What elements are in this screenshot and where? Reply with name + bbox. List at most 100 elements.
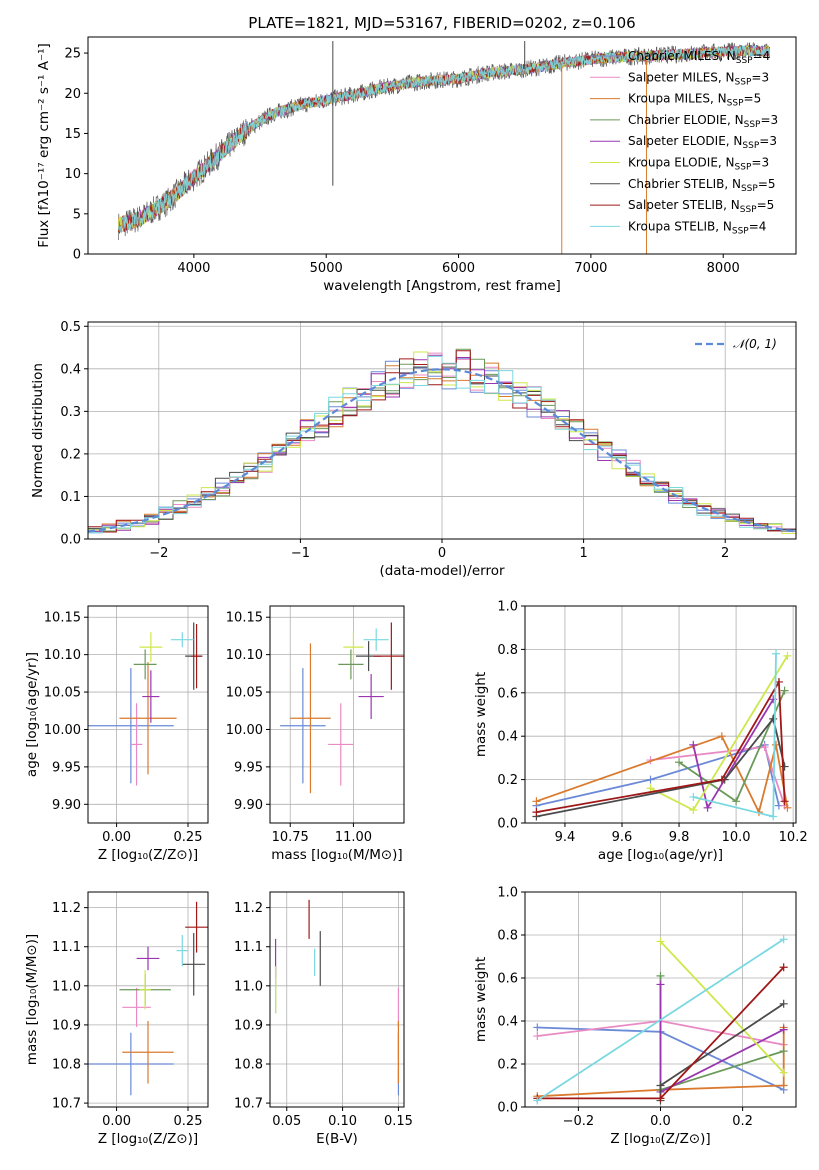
x-axis-label: Z [log₁₀(Z/Z⊙)] bbox=[610, 1131, 710, 1147]
x-tick-label: 10.75 bbox=[272, 830, 309, 845]
series-marker bbox=[779, 999, 788, 1008]
y-tick-label: 10.00 bbox=[44, 723, 81, 738]
x-tick-label: −2 bbox=[149, 546, 168, 561]
series-marker bbox=[532, 797, 541, 806]
axes-frame bbox=[524, 891, 797, 1108]
y-tick-label: 11.2 bbox=[234, 901, 263, 916]
legend-count: =3 bbox=[751, 156, 769, 170]
y-tick-label: 9.95 bbox=[52, 760, 81, 775]
series-marker bbox=[703, 803, 712, 812]
y-tick-label: 9.90 bbox=[52, 798, 81, 813]
mass_vs_ebv-panel: 0.05 0.10 0.15 10.7 10.8 10.9 11.0 11.1 11.2 E(B-… bbox=[234, 891, 413, 1147]
series-marker bbox=[779, 1047, 788, 1056]
y-tick-label: 15 bbox=[64, 127, 81, 142]
series-marker bbox=[675, 758, 684, 767]
y-tick-label: 20 bbox=[64, 87, 81, 102]
series-line bbox=[659, 984, 785, 1094]
massweight_vs_age-panel: 9.4 9.6 9.8 10.0 10.2 0.0 0.2 0.4 0.6 0.8 1.0 age [… bbox=[473, 600, 808, 864]
y-axis-label: Normed distribution bbox=[30, 363, 46, 498]
y-tick-label: 0.2 bbox=[497, 1058, 518, 1073]
legend-entry: Salpeter MILES, NSSP=3 bbox=[628, 70, 769, 87]
y-tick-label: 0.2 bbox=[497, 773, 518, 788]
normal-curve bbox=[88, 368, 796, 533]
series-marker bbox=[533, 1032, 542, 1041]
legend-count: =4 bbox=[749, 219, 767, 233]
residuals-plot-area bbox=[88, 322, 796, 539]
y-tick-label: 1.0 bbox=[497, 600, 518, 615]
series-marker bbox=[780, 797, 789, 806]
massweight_vs_Z-panel: −0.2 0.0 0.2 0.0 0.2 0.4 0.6 0.8 1.0 Z [log₁₀(Z/Z… bbox=[473, 886, 797, 1147]
series-line bbox=[659, 940, 785, 1074]
x-tick-label: 0.2 bbox=[732, 1114, 753, 1129]
x-axis-label: wavelength [Angstrom, rest frame] bbox=[323, 278, 561, 294]
series-marker bbox=[656, 937, 665, 946]
legend-count: =3 bbox=[759, 134, 777, 148]
series-marker bbox=[783, 651, 792, 660]
legend-subscript: SSP bbox=[740, 205, 757, 215]
mass_vs_ebv-plot-area bbox=[270, 892, 404, 1107]
x-tick-label: 11.00 bbox=[335, 830, 372, 845]
legend-entry: 𝒩(0, 1) bbox=[733, 337, 777, 351]
x-tick-label: 8000 bbox=[707, 261, 740, 276]
y-tick-label: 0.0 bbox=[60, 533, 81, 548]
series-marker bbox=[533, 1096, 542, 1105]
y-axis-label: mass [log₁₀(M/M⊙)] bbox=[24, 934, 40, 1065]
legend-subscript: SSP bbox=[727, 99, 744, 109]
y-tick-label: 10.05 bbox=[226, 686, 263, 701]
legend-subscript: SSP bbox=[744, 120, 761, 130]
spectrum-line bbox=[118, 45, 770, 232]
series-marker bbox=[656, 971, 665, 980]
axes-frame bbox=[87, 605, 209, 824]
x-tick-label: 0.00 bbox=[102, 830, 131, 845]
series-marker bbox=[732, 797, 741, 806]
residuals-panel: −2 −1 0 1 2 0.0 0.1 0.2 0.3 0.4 0.5 (data-model)/er… bbox=[30, 320, 797, 579]
y-tick-label: 10.00 bbox=[226, 723, 263, 738]
mass_vs_Z-plot-area bbox=[88, 892, 208, 1107]
x-axis-label: age [log₁₀(age/yr)] bbox=[598, 847, 723, 863]
legend-count: =4 bbox=[753, 49, 771, 63]
axes-frame bbox=[87, 891, 209, 1108]
massweight_vs_age-plot-area bbox=[525, 606, 796, 823]
series-marker bbox=[769, 812, 778, 821]
x-tick-label: 10.2 bbox=[779, 830, 808, 845]
spectrum-legend: Chabrier MILES, NSSP=4 Salpeter MILES, NS… bbox=[590, 49, 778, 236]
legend-entry: Chabrier STELIB, NSSP=5 bbox=[628, 177, 776, 194]
series-marker bbox=[769, 714, 778, 723]
legend-entry: Kroupa STELIB, NSSP=4 bbox=[628, 219, 766, 236]
age_vs_Z-plot-area bbox=[88, 606, 208, 823]
series-marker bbox=[717, 732, 726, 741]
age_vs_mass-panel: 10.75 11.00 9.90 9.95 10.00 10.05 10.10 10.15 ma… bbox=[226, 605, 405, 863]
x-tick-label: 0.0 bbox=[650, 1114, 671, 1129]
y-tick-label: 10.05 bbox=[44, 686, 81, 701]
x-tick-label: 1 bbox=[579, 546, 587, 561]
legend-entry: Salpeter ELODIE, NSSP=3 bbox=[628, 134, 777, 151]
y-tick-label: 11.1 bbox=[234, 940, 263, 955]
spectrum-panel: 4000 5000 6000 7000 8000 0 5 10 15 20 25 wavelength… bbox=[36, 36, 797, 294]
y-tick-label: 0.4 bbox=[497, 730, 518, 745]
series-marker bbox=[760, 743, 769, 752]
x-tick-label: 9.4 bbox=[555, 830, 576, 845]
series-line bbox=[650, 746, 786, 806]
series-marker bbox=[646, 775, 655, 784]
x-axis-label: Z [log₁₀(Z/Z⊙)] bbox=[98, 1131, 198, 1147]
legend-entry: Kroupa MILES, NSSP=5 bbox=[628, 92, 761, 109]
y-axis-label: mass weight bbox=[473, 957, 489, 1042]
legend-entry: Salpeter STELIB, NSSP=5 bbox=[628, 198, 774, 215]
legend-count: =5 bbox=[758, 177, 776, 191]
x-tick-label: 6000 bbox=[442, 261, 475, 276]
legend-subscript: SSP bbox=[742, 141, 759, 151]
legend-count: =5 bbox=[757, 198, 775, 212]
x-tick-label: 4000 bbox=[177, 261, 210, 276]
series-marker bbox=[783, 803, 792, 812]
y-tick-label: 25 bbox=[64, 47, 81, 62]
series-marker bbox=[646, 784, 655, 793]
y-tick-label: 10.10 bbox=[226, 648, 263, 663]
age_vs_mass-plot-area bbox=[270, 606, 404, 823]
y-tick-label: 5 bbox=[73, 207, 81, 222]
axes-frame bbox=[269, 891, 405, 1108]
y-tick-label: 0.6 bbox=[497, 972, 518, 987]
y-tick-label: 10.7 bbox=[52, 1097, 81, 1112]
x-tick-label: 2 bbox=[721, 546, 729, 561]
series-line bbox=[536, 938, 785, 1102]
x-tick-label: 0.25 bbox=[174, 1114, 203, 1129]
